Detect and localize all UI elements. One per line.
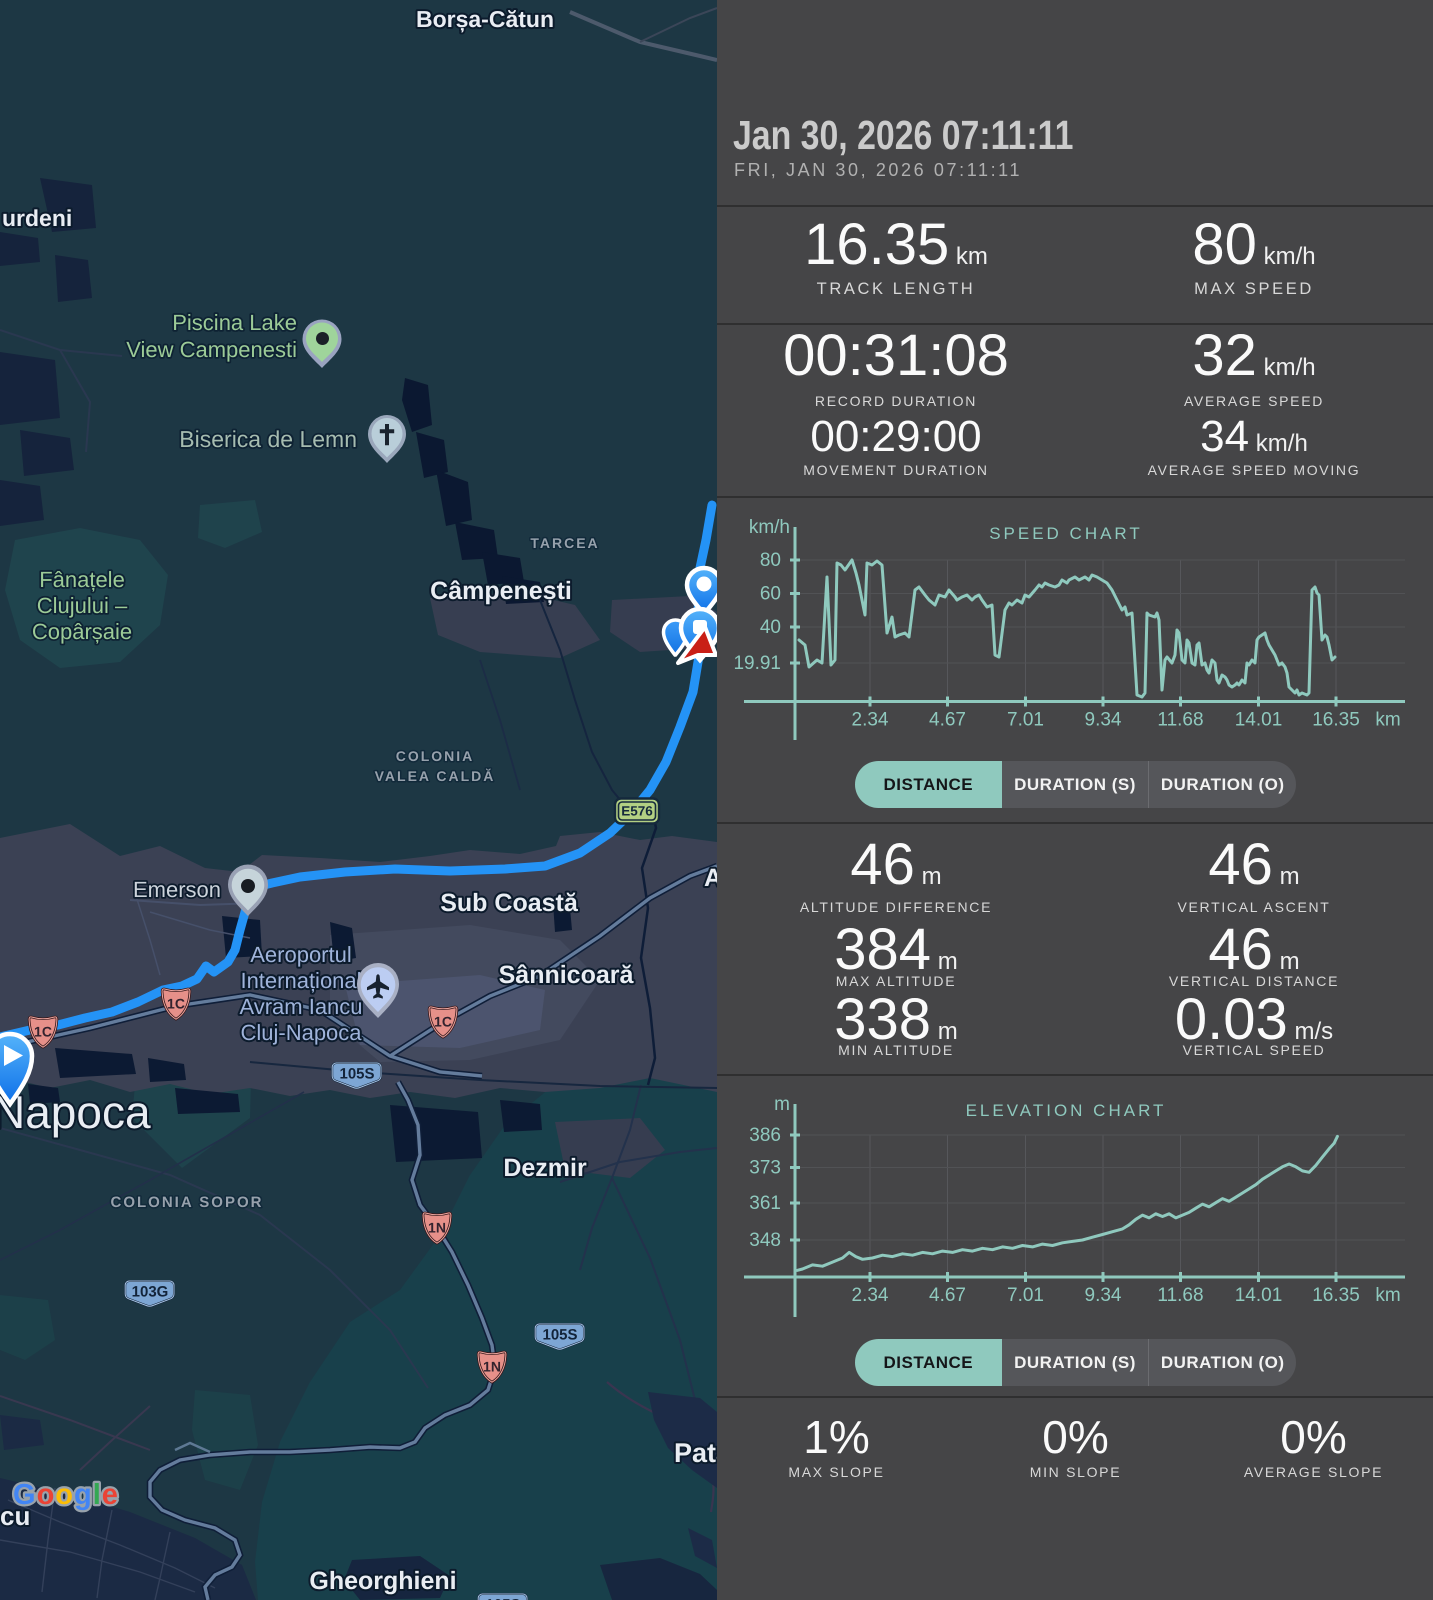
svg-text:Borșa-Cătun: Borșa-Cătun	[416, 6, 554, 33]
svg-text:14.01: 14.01	[1235, 1285, 1283, 1306]
svg-text:60: 60	[760, 584, 781, 605]
svg-text:km/h: km/h	[749, 517, 790, 538]
svg-text:1N: 1N	[428, 1220, 446, 1236]
svg-text:14.01: 14.01	[1235, 710, 1283, 731]
svg-text:km: km	[1375, 710, 1400, 731]
svg-text:COLONIA: COLONIA	[396, 748, 475, 764]
svg-text:80: 80	[760, 550, 781, 571]
svg-text:Câmpenești: Câmpenești	[430, 577, 572, 605]
svg-text:2.34: 2.34	[852, 1285, 889, 1306]
svg-text:km: km	[1375, 1285, 1400, 1306]
svg-text:386: 386	[749, 1125, 781, 1146]
svg-text:2.34: 2.34	[852, 710, 889, 731]
svg-text:Pata: Pata	[674, 1438, 717, 1468]
svg-text:1C: 1C	[34, 1024, 52, 1040]
svg-text:4.67: 4.67	[929, 710, 966, 731]
svg-text:361: 361	[749, 1193, 781, 1214]
svg-text:103G: 103G	[132, 1284, 169, 1301]
svg-text:7.01: 7.01	[1007, 710, 1044, 731]
svg-text:Fânațele: Fânațele	[39, 567, 125, 592]
svg-text:19.91: 19.91	[733, 653, 781, 674]
svg-text:105S: 105S	[485, 1597, 520, 1600]
svg-text:Aeroportul: Aeroportul	[250, 942, 352, 967]
svg-text:Piscina Lake: Piscina Lake	[172, 310, 297, 335]
svg-text:105S: 105S	[339, 1066, 374, 1083]
svg-text:Clujului –: Clujului –	[37, 593, 128, 618]
svg-text:11.68: 11.68	[1157, 710, 1203, 731]
svg-text:A: A	[704, 864, 717, 892]
svg-text:1C: 1C	[167, 996, 185, 1012]
svg-text:9.34: 9.34	[1085, 710, 1122, 731]
svg-text:m: m	[774, 1094, 790, 1115]
svg-text:E576: E576	[621, 804, 653, 819]
svg-text:Napoca: Napoca	[0, 1086, 151, 1138]
svg-text:COLONIA SOPOR: COLONIA SOPOR	[111, 1194, 264, 1211]
svg-text:1C: 1C	[434, 1014, 452, 1030]
svg-text:Internațional: Internațional	[240, 968, 361, 993]
svg-text:105S: 105S	[542, 1327, 577, 1344]
svg-text:urdeni: urdeni	[2, 205, 72, 231]
svg-text:16.35: 16.35	[1312, 710, 1360, 731]
svg-text:View Campenesti: View Campenesti	[126, 337, 297, 362]
svg-text:348: 348	[749, 1230, 781, 1251]
svg-text:1N: 1N	[483, 1359, 501, 1375]
svg-text:40: 40	[760, 617, 781, 638]
svg-text:Dezmir: Dezmir	[503, 1154, 587, 1182]
svg-text:SPEED CHART: SPEED CHART	[989, 524, 1143, 543]
svg-text:373: 373	[749, 1158, 781, 1179]
svg-text:9.34: 9.34	[1085, 1285, 1122, 1306]
svg-text:Gheorghieni: Gheorghieni	[309, 1567, 456, 1595]
svg-text:VALEA CALDĂ: VALEA CALDĂ	[375, 768, 496, 784]
svg-text:4.67: 4.67	[929, 1285, 966, 1306]
svg-text:Copârșaie: Copârșaie	[32, 619, 132, 644]
svg-text:Cluj-Napoca: Cluj-Napoca	[240, 1020, 362, 1045]
svg-text:Avram Iancu: Avram Iancu	[239, 994, 362, 1019]
svg-text:TARCEA: TARCEA	[530, 535, 599, 551]
svg-text:7.01: 7.01	[1007, 1285, 1044, 1306]
svg-text:11.68: 11.68	[1157, 1285, 1203, 1306]
svg-text:Google: Google	[13, 1479, 119, 1511]
svg-text:Emerson: Emerson	[133, 877, 221, 902]
svg-text:ELEVATION CHART: ELEVATION CHART	[966, 1101, 1167, 1120]
svg-text:Biserica de Lemn: Biserica de Lemn	[179, 426, 357, 452]
svg-text:Sânnicoară: Sânnicoară	[499, 961, 635, 989]
svg-text:16.35: 16.35	[1312, 1285, 1360, 1306]
svg-text:Sub Coastă: Sub Coastă	[440, 889, 579, 917]
svg-text:cu: cu	[0, 1501, 30, 1531]
